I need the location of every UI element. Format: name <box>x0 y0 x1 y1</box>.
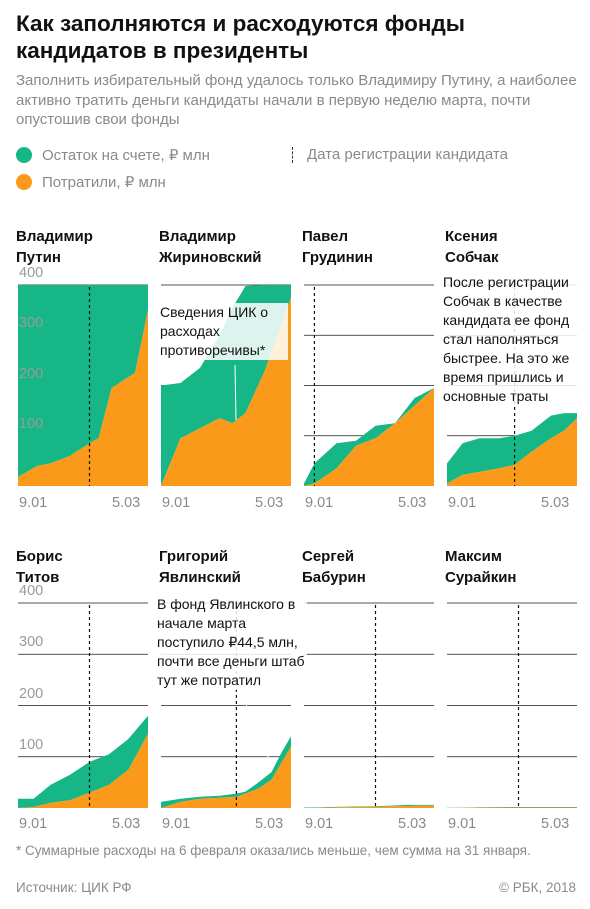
chart-subtitle: Заполнить избирательный фонд удалось тол… <box>16 72 577 128</box>
legend-balance: Остаток на счете, ₽ млн <box>16 146 210 164</box>
panel-title: Максим Сурайкин <box>445 546 517 588</box>
spent-area <box>304 805 434 808</box>
x-tick-label: 9.01 <box>162 816 191 832</box>
x-tick-label: 5.03 <box>398 816 427 832</box>
source: Источник: ЦИК РФ <box>16 880 132 895</box>
chart-title: Как заполняются и расходуются фонды канд… <box>16 11 466 63</box>
x-tick-label: 9.01 <box>305 816 334 832</box>
panel-title: Борис Титов <box>16 546 63 588</box>
x-tick-label: 9.01 <box>448 816 477 832</box>
y-tick-label: 200 <box>19 365 44 382</box>
spent-area <box>18 733 148 808</box>
x-tick-label: 5.03 <box>112 495 141 511</box>
panel-title-line2: Титов <box>16 569 60 586</box>
panel-title-line1: Владимир <box>159 228 236 245</box>
panel-title-line1: Григорий <box>159 548 229 565</box>
footnote: * Суммарные расходы на 6 февраля оказали… <box>16 843 531 858</box>
panel-title-line1: Владимир <box>16 228 93 245</box>
balance-area <box>447 413 577 484</box>
annotation: Сведения ЦИК о расходах противоречивы* <box>160 303 288 360</box>
annotation-leader <box>239 689 273 767</box>
panel-title: Ксения Собчак <box>445 226 498 268</box>
x-tick-label: 5.03 <box>541 495 570 511</box>
x-tick-label: 5.03 <box>255 495 284 511</box>
legend-spent-swatch <box>16 174 32 190</box>
spent-area <box>161 297 291 486</box>
legend-registration-swatch <box>292 146 293 163</box>
panel-title: Павел Грудинин <box>302 226 373 268</box>
balance-area <box>304 388 434 486</box>
panel-title-line2: Жириновский <box>159 249 262 266</box>
annotation: После регистрации Собчак в качестве канд… <box>443 273 583 406</box>
balance-area <box>161 736 291 808</box>
panel-title: Сергей Бабурин <box>302 546 366 588</box>
x-tick-label: 9.01 <box>305 495 334 511</box>
y-tick-label: 100 <box>19 415 44 432</box>
panel-title-line1: Павел <box>302 228 349 245</box>
legend-spent: Потратили, ₽ млн <box>16 173 166 191</box>
balance-area <box>18 285 148 477</box>
spent-area <box>304 388 434 486</box>
legend-registration: Дата регистрации кандидата <box>292 146 508 163</box>
y-tick-label: 300 <box>19 634 44 651</box>
x-tick-label: 9.01 <box>162 495 191 511</box>
panel-title: Владимир Жириновский <box>159 226 262 268</box>
x-tick-label: 9.01 <box>19 495 48 511</box>
copyright: © РБК, 2018 <box>499 880 576 895</box>
x-tick-label: 5.03 <box>112 816 141 832</box>
legend-registration-label: Дата регистрации кандидата <box>307 146 508 163</box>
annotation: В фонд Явлинского в начале марта поступи… <box>157 595 307 690</box>
x-tick-label: 5.03 <box>398 495 427 511</box>
panel-title-line2: Грудинин <box>302 249 373 266</box>
balance-area <box>18 715 148 808</box>
y-tick-label: 400 <box>19 583 44 599</box>
x-tick-label: 5.03 <box>255 816 284 832</box>
panel-title-line1: Борис <box>16 548 63 565</box>
panel-title: Григорий Явлинский <box>159 546 241 588</box>
balance-area <box>304 804 434 808</box>
annotation-leader <box>234 364 237 421</box>
y-tick-label: 200 <box>19 685 44 702</box>
x-tick-label: 5.03 <box>541 816 570 832</box>
legend-spent-label: Потратили, ₽ млн <box>42 174 166 191</box>
spent-area <box>447 807 577 808</box>
panel-title-line1: Сергей <box>302 548 355 565</box>
panel-title-line2: Бабурин <box>302 569 366 586</box>
panel-title: Владимир Путин <box>16 226 93 268</box>
spent-area <box>447 418 577 486</box>
panel-title-line1: Максим <box>445 548 502 565</box>
y-tick-label: 100 <box>19 736 44 753</box>
spent-area <box>161 746 291 808</box>
panel-title-line2: Путин <box>16 249 61 266</box>
legend-balance-swatch <box>16 147 32 163</box>
panel-title-line1: Ксения <box>445 228 498 245</box>
y-tick-label: 300 <box>19 315 44 332</box>
x-tick-label: 9.01 <box>19 816 48 832</box>
panel-title-line2: Сурайкин <box>445 569 517 586</box>
y-tick-label: 400 <box>19 265 44 281</box>
panel-title-line2: Явлинский <box>159 569 241 586</box>
x-tick-label: 9.01 <box>448 495 477 511</box>
legend-balance-label: Остаток на счете, ₽ млн <box>42 147 210 164</box>
panel-title-line2: Собчак <box>445 249 499 266</box>
spent-area <box>18 310 148 486</box>
